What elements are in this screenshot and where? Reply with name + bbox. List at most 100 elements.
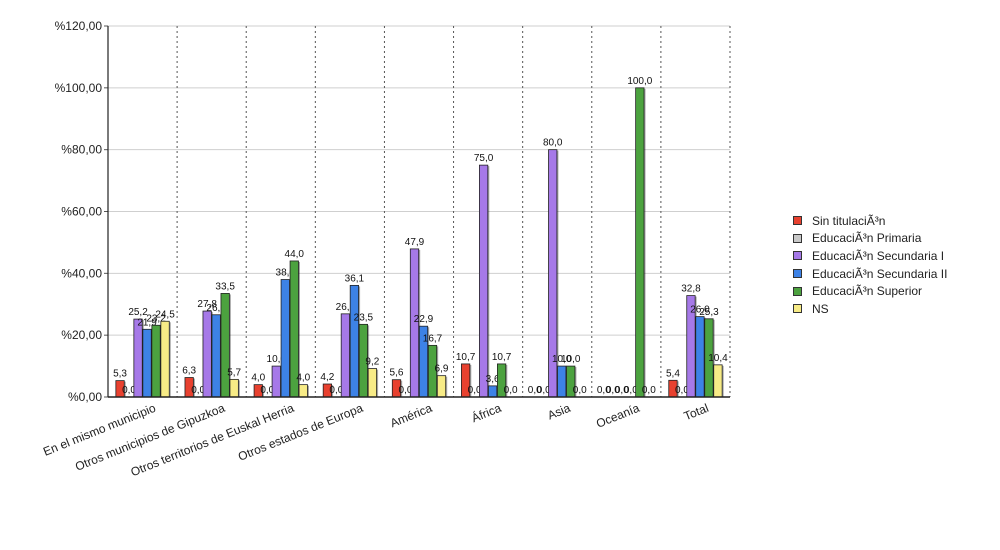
data-label: 0,0 [122,385,136,396]
data-label: 10,0 [267,354,287,365]
data-label: 10,7 [456,352,476,363]
data-label: 3,6 [486,374,500,385]
data-label: 23,5 [354,312,374,323]
legend-swatch [793,304,802,314]
data-label: 80,0 [543,138,563,149]
data-label: 0,0 [615,385,629,396]
data-label: 0,0 [399,385,413,396]
data-label: 0,0 [537,385,551,396]
data-label: 5,7 [227,367,241,378]
data-label: 32,8 [681,284,701,295]
bar [133,318,143,398]
bar [436,375,447,398]
data-label: 0,0 [606,385,620,396]
data-label: 0,0 [528,385,542,396]
data-label: 5,3 [113,369,127,380]
data-label: 26,6 [206,303,226,314]
data-label: 9,2 [365,357,379,368]
bar [280,279,290,398]
data-label: 25,3 [699,307,719,318]
bar [271,365,281,398]
data-label: 25,2 [128,307,148,318]
bar [151,324,161,398]
data-label: 21,9 [137,317,157,328]
legend-label: EducaciÃ³n Superior [812,284,923,299]
bar [488,385,498,398]
data-label: 4,0 [251,373,265,384]
legend-label: EducaciÃ³n Secundaria II [812,266,948,281]
data-label: 5,4 [666,368,680,379]
y-tick-label: %60,00 [61,205,102,219]
data-label: 4,2 [320,372,334,383]
legend-swatch [793,286,802,296]
legend-swatch [793,216,802,226]
y-tick-label: %100,00 [55,81,103,95]
bar [557,365,567,398]
y-tick-label: %40,00 [61,266,102,280]
legend-label: Sin titulaciÃ³n [812,213,886,228]
bar [713,364,723,398]
bar [367,368,377,398]
bar [349,284,359,398]
bar [229,378,239,398]
y-tick-label: %0,00 [68,390,102,404]
data-label: 24,5 [155,309,175,320]
legend-swatch [793,269,802,279]
legend-swatch [793,233,802,243]
bar [142,328,152,398]
category-label: Asia [545,401,572,423]
data-label: 0,0 [675,385,689,396]
data-label: 27,8 [197,299,217,310]
data-label: 0,0 [504,385,518,396]
data-label: 10,0 [552,354,572,365]
y-tick-label: %80,00 [61,143,102,157]
y-tick-label: %20,00 [61,328,102,342]
legend-item: NS [793,300,947,318]
data-label: 16,7 [423,333,443,344]
legend-label: EducaciÃ³n Secundaria I [812,248,945,263]
data-label: 26,9 [336,302,356,313]
bar [479,164,489,398]
data-label: 0,0 [329,385,343,396]
data-label: 26,0 [690,305,710,316]
data-label: 10,4 [708,353,728,364]
data-label: 6,3 [182,366,196,377]
bar [220,293,230,398]
legend-item: EducaciÃ³n Secundaria I [793,247,947,265]
legend-item: EducaciÃ³n Secundaria II [793,265,947,283]
data-label: 22,9 [414,314,434,325]
data-label: 44,0 [285,249,305,260]
category-label: América [388,401,434,431]
bar [298,384,308,398]
data-label: 36,1 [345,273,365,284]
data-label: 6,9 [435,364,449,375]
category-label: África [469,400,503,426]
category-label: Total [682,401,711,423]
y-tick-label: %120,00 [55,19,103,33]
data-label: 10,7 [492,352,512,363]
data-label: 0,0 [597,385,611,396]
legend-item: EducaciÃ³n Superior [793,282,947,300]
legend-label: EducaciÃ³n Primaria [812,231,922,246]
data-label: 38,0 [276,268,296,279]
data-label: 0,0 [468,385,482,396]
legend-label: NS [812,301,829,316]
bar [340,313,350,398]
data-label: 75,0 [474,153,494,164]
legend-swatch [793,251,802,261]
legend-item: Sin titulaciÃ³n [793,212,947,230]
data-label: 0,0 [642,385,656,396]
bar [635,87,645,398]
data-label: 33,5 [215,281,235,292]
data-label: 0,0 [260,385,274,396]
data-label: 0,0 [191,385,205,396]
bar [202,310,212,398]
data-label: 10,0 [561,354,581,365]
data-label: 23,2 [146,313,166,324]
bar [211,314,221,398]
data-label: 100,0 [627,76,652,87]
data-label: 0,0 [573,385,587,396]
legend-item: EducaciÃ³n Primaria [793,230,947,248]
data-label: 5,6 [390,368,404,379]
